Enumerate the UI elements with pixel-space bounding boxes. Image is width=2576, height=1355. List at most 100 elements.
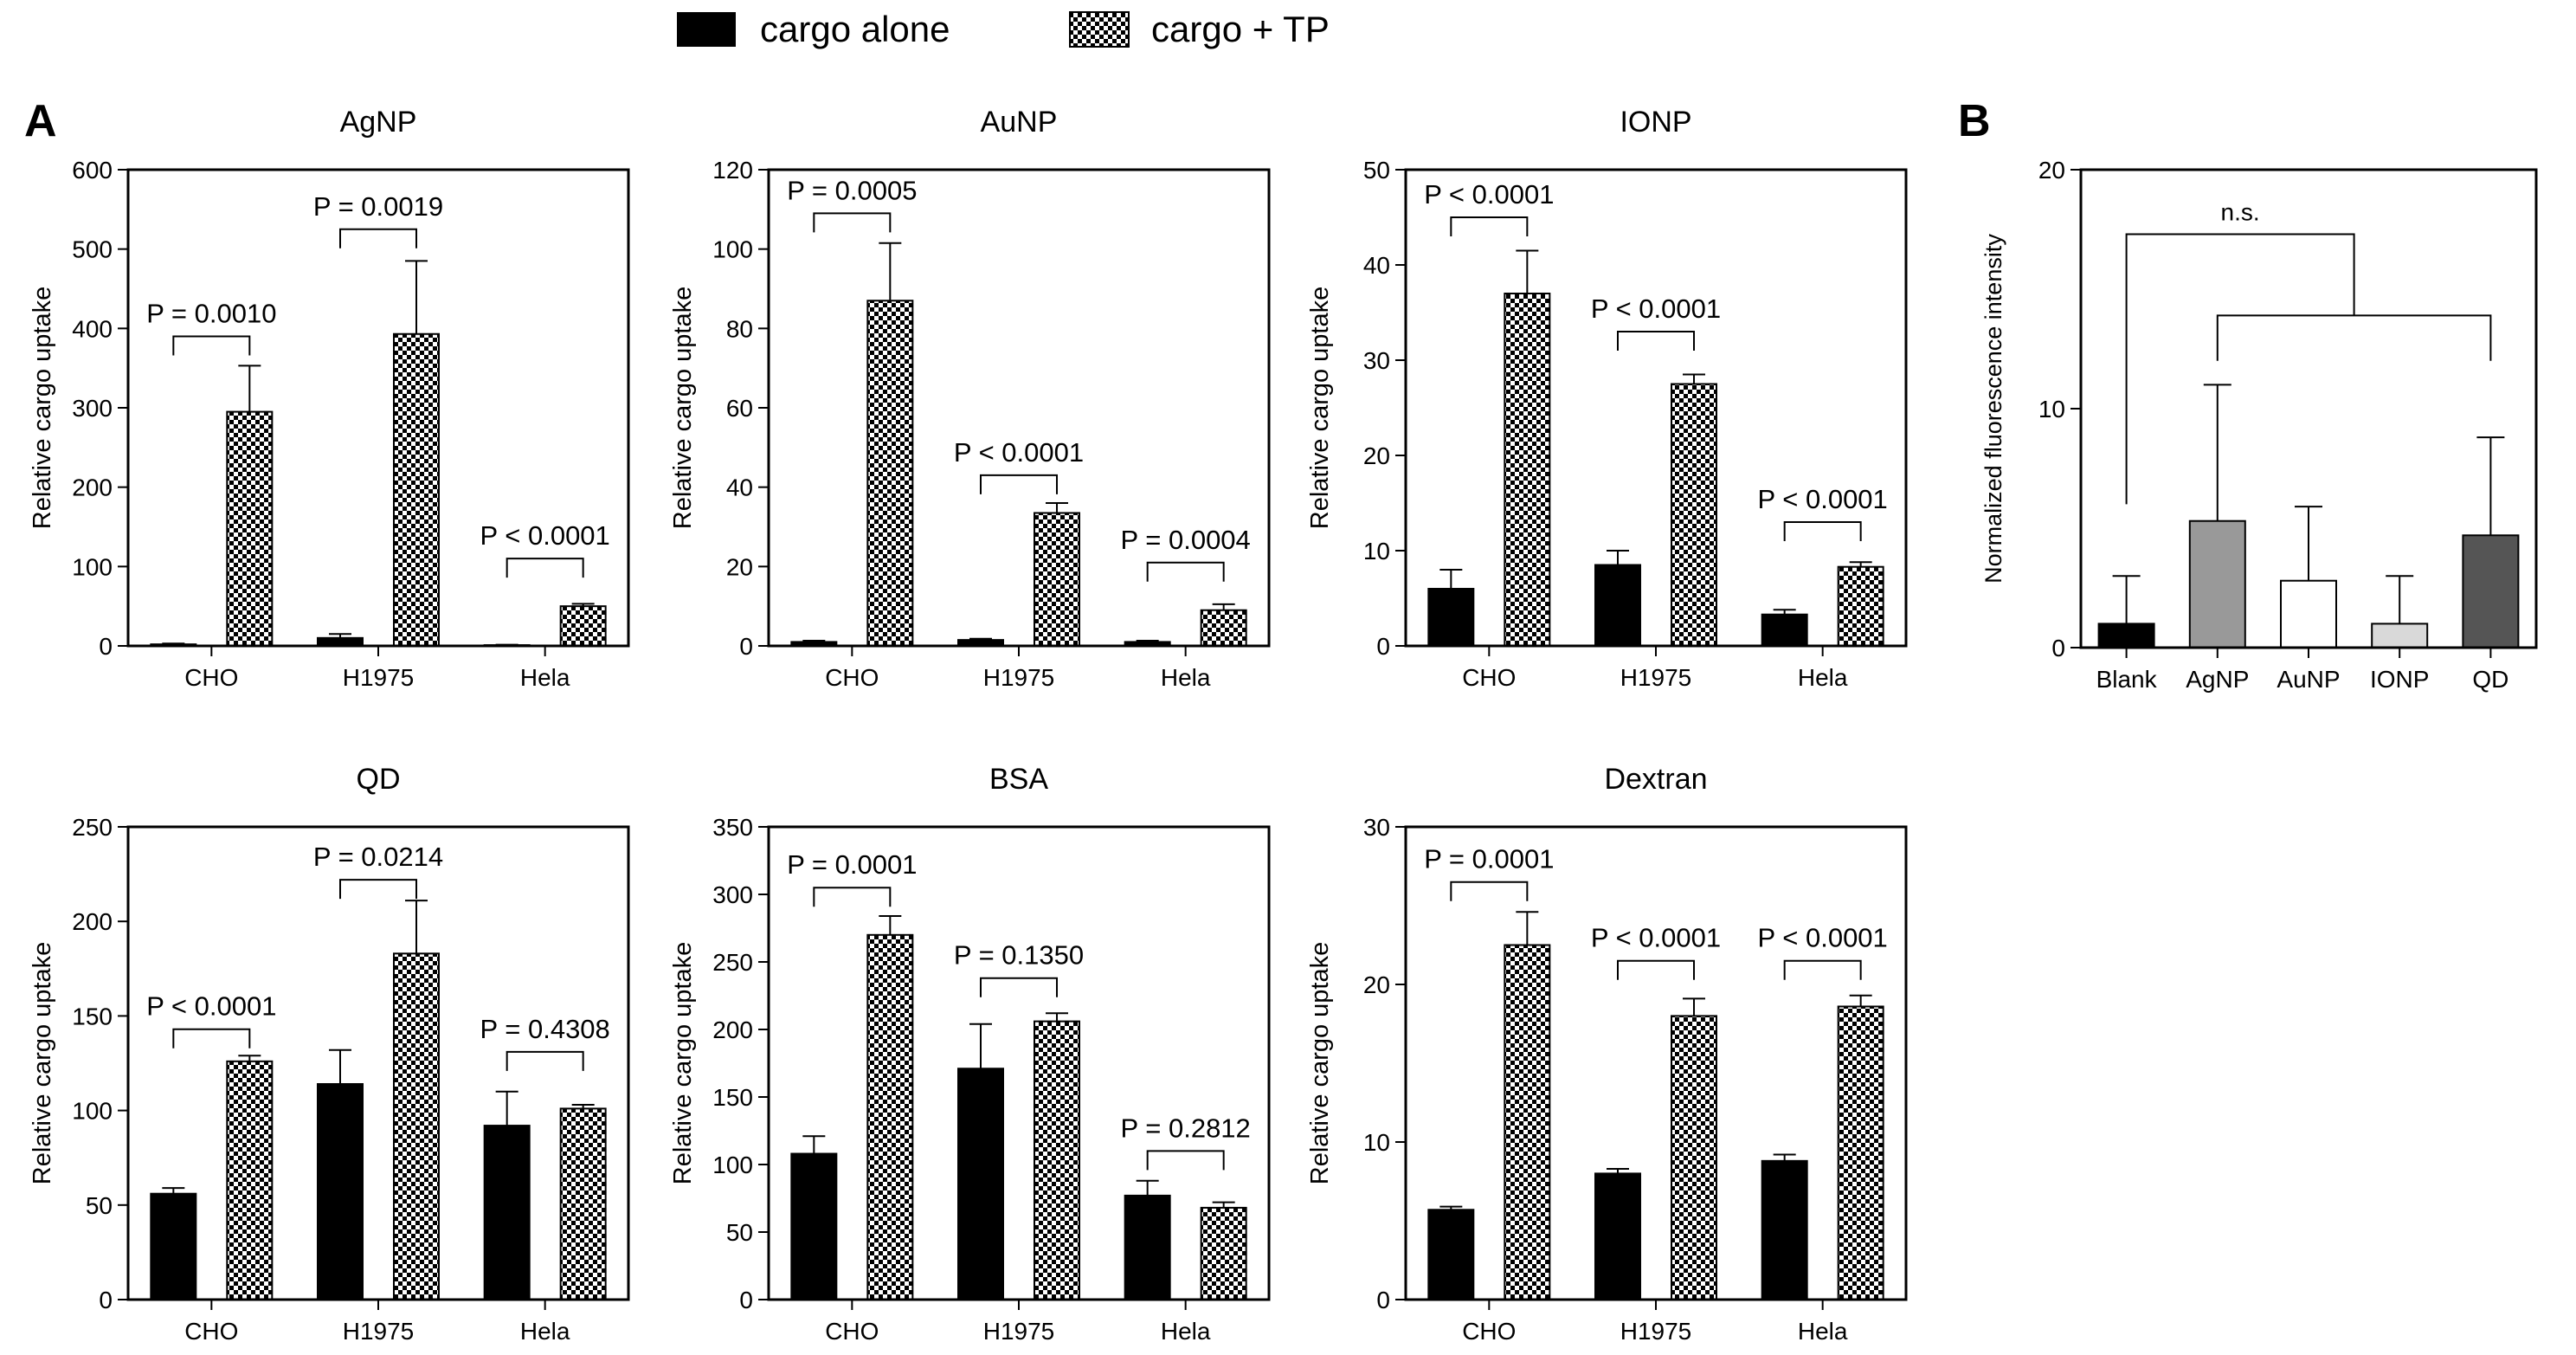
bar-cargo-tp — [1034, 1020, 1080, 1300]
bar-agnp — [2188, 519, 2246, 648]
legend-swatch-cargo-alone — [677, 12, 736, 47]
bar-cargo-alone — [1427, 1209, 1475, 1301]
p-value-label: P = 0.0005 — [787, 175, 917, 205]
y-tick-label: 150 — [712, 1084, 753, 1111]
p-value-label: P = 0.0001 — [787, 849, 917, 880]
bar-cargo-tp — [1837, 1005, 1884, 1300]
bar-cargo-tp — [1504, 944, 1551, 1300]
p-value-label: P < 0.0001 — [1424, 179, 1554, 210]
axes-frame — [2079, 168, 2538, 649]
p-value-label: P = 0.0010 — [146, 299, 276, 329]
significance-bracket — [1450, 216, 1529, 236]
x-tick-label: CHO — [1462, 1318, 1516, 1345]
y-tick-label: 100 — [72, 1098, 113, 1125]
axes-frame — [126, 825, 630, 1301]
y-tick-label: 300 — [72, 395, 113, 422]
axes-frame — [1404, 168, 1908, 648]
chart-agnp: AgNP Relative cargo uptake 0 100 200 300 400 50… — [29, 106, 630, 691]
significance-bracket — [1617, 959, 1695, 980]
y-tick-label: 0 — [739, 1287, 753, 1313]
x-tick-label: H1975 — [343, 1318, 415, 1345]
bar-blank — [2097, 623, 2155, 649]
y-axis-label: Relative cargo uptake — [1306, 942, 1334, 1185]
significance-bracket — [1450, 881, 1529, 901]
x-tick-label: AgNP — [2186, 666, 2249, 693]
y-tick-label: 600 — [72, 157, 113, 184]
significance-bracket-group — [2216, 314, 2492, 361]
x-tick-label: H1975 — [983, 664, 1055, 691]
x-tick-label: QD — [2472, 666, 2508, 693]
bar-cargo-tp — [1671, 383, 1717, 647]
y-tick-label: 20 — [726, 553, 753, 580]
panel-label-b: B — [1958, 96, 1991, 146]
x-tick-label: CHO — [825, 664, 879, 691]
bar-cargo-tp — [226, 410, 274, 647]
y-tick-label: 80 — [726, 315, 753, 342]
p-value-label: P < 0.0001 — [1758, 923, 1888, 953]
y-tick-label: 20 — [2038, 157, 2065, 184]
legend-label-cargo-alone: cargo alone — [760, 9, 950, 49]
y-tick-label: 20 — [1363, 442, 1390, 469]
y-axis-label: Relative cargo uptake — [669, 287, 697, 530]
p-value-label: P < 0.0001 — [1591, 923, 1721, 953]
y-tick-label: 200 — [72, 474, 113, 501]
axes-frame — [126, 168, 630, 648]
y-tick-label: 100 — [72, 553, 113, 580]
bar-aunp — [2280, 579, 2337, 648]
chart-title: QD — [357, 763, 401, 796]
y-tick-label: 500 — [72, 236, 113, 263]
x-tick-label: CHO — [825, 1318, 879, 1345]
y-tick-label: 50 — [726, 1219, 753, 1246]
y-axis-label: Normalized fluorescence intensity — [1980, 234, 2006, 584]
y-tick-label: 0 — [99, 1287, 113, 1313]
x-tick-label: H1975 — [1620, 664, 1692, 691]
bar-cargo-tp — [1837, 565, 1884, 648]
bar-cargo-tp — [1504, 293, 1551, 647]
p-value-label: P = 0.0019 — [313, 191, 443, 222]
x-tick-label: Hela — [1161, 664, 1211, 691]
bar-cargo-alone — [1427, 588, 1475, 647]
legend-label-cargo-tp: cargo + TP — [1151, 9, 1330, 49]
y-tick-label: 30 — [1363, 814, 1390, 841]
x-tick-label: CHO — [1462, 664, 1516, 691]
chart-title: IONP — [1620, 106, 1691, 139]
x-tick-label: Hela — [520, 1318, 570, 1345]
x-tick-label: H1975 — [983, 1318, 1055, 1345]
y-tick-label: 0 — [1376, 633, 1390, 660]
bar-cargo-alone — [957, 1068, 1004, 1300]
significance-bracket — [172, 1028, 251, 1049]
chart-title: AgNP — [340, 106, 417, 139]
y-tick-label: 200 — [712, 1016, 753, 1043]
y-axis-label: Relative cargo uptake — [29, 942, 56, 1185]
y-tick-label: 40 — [1363, 252, 1390, 279]
axes-frame — [767, 168, 1271, 648]
p-value-label: P = 0.0214 — [313, 842, 443, 872]
chart-title: AuNP — [981, 106, 1058, 139]
ns-label: n.s. — [2221, 199, 2260, 226]
significance-bracket — [1783, 959, 1862, 980]
chart-title: BSA — [989, 763, 1048, 796]
significance-bracket — [813, 212, 892, 233]
bar-cargo-tp — [866, 933, 914, 1301]
x-tick-label: Hela — [1798, 664, 1848, 691]
y-tick-label: 250 — [712, 949, 753, 976]
chart-aunp: AuNP Relative cargo uptake 0 20 40 60 80 100 120… — [669, 106, 1271, 691]
bar-cargo-alone — [790, 1152, 838, 1301]
significance-bracket — [1146, 1150, 1225, 1171]
y-axis-label: Relative cargo uptake — [669, 942, 697, 1185]
bar-cargo-tp — [226, 1060, 274, 1301]
bar-cargo-alone — [1761, 1159, 1808, 1300]
y-tick-label: 0 — [739, 633, 753, 660]
y-tick-label: 0 — [99, 633, 113, 660]
chart-title: Dextran — [1604, 763, 1707, 796]
y-tick-label: 120 — [712, 157, 753, 184]
bar-cargo-tp — [559, 605, 607, 648]
significance-bracket — [813, 887, 892, 907]
bar-cargo-alone — [1594, 564, 1641, 647]
significance-bracket — [172, 335, 251, 356]
significance-bracket — [506, 558, 584, 578]
bar-ionp — [2371, 623, 2429, 649]
y-axis-label: Relative cargo uptake — [29, 287, 56, 530]
p-value-label: P = 0.4308 — [480, 1014, 610, 1044]
